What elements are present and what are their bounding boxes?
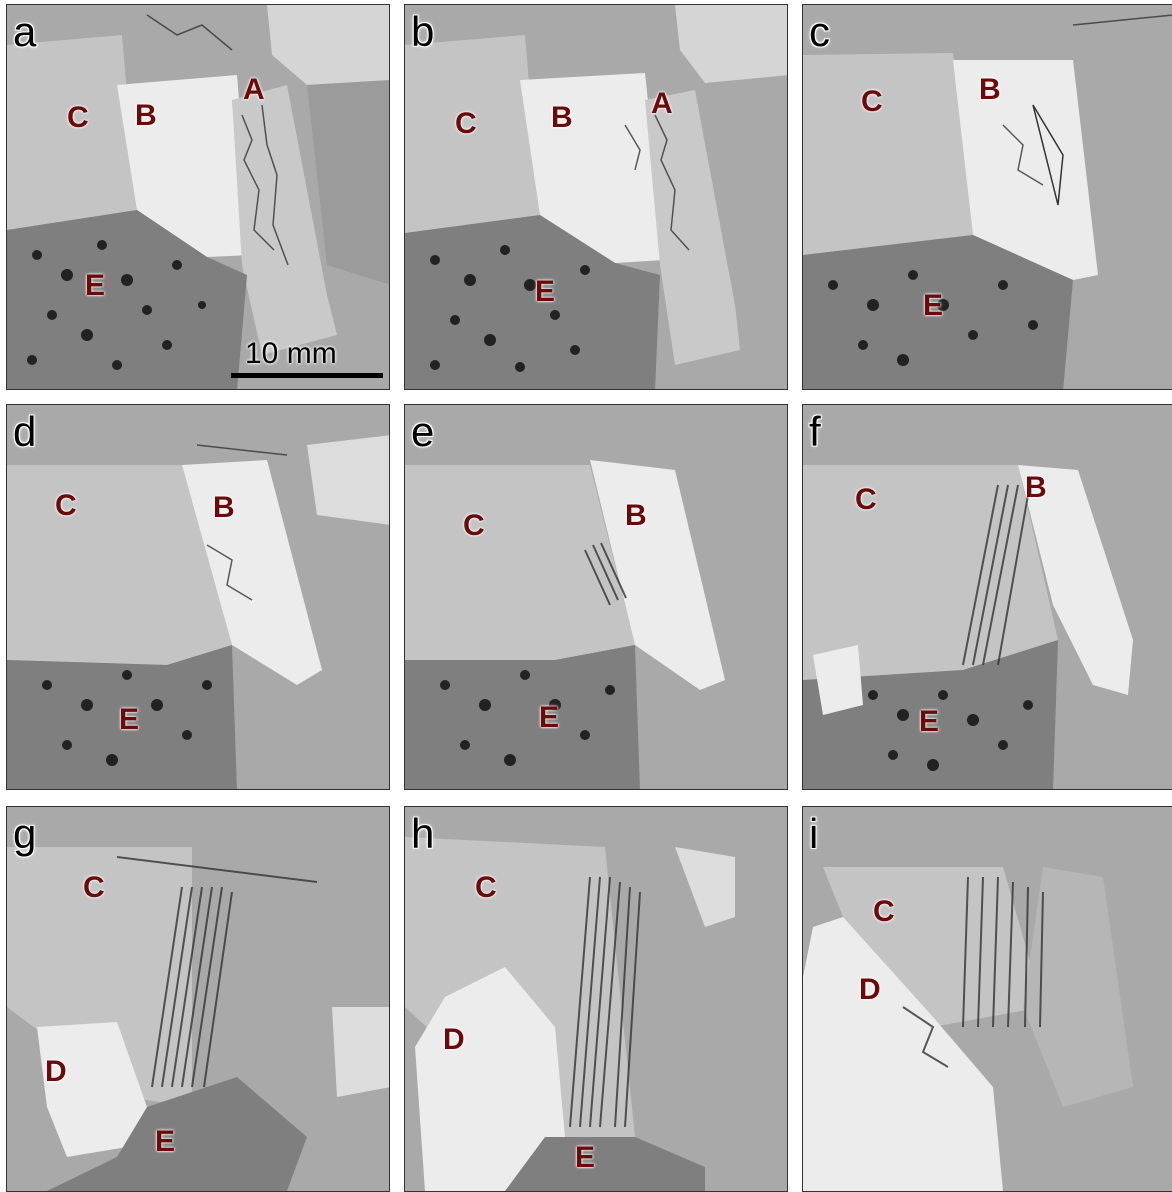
panel-h-image (405, 807, 787, 1191)
panel-f: f B C E (802, 404, 1172, 790)
scale-bar (231, 373, 383, 378)
grain-label-a: A (651, 87, 673, 120)
panel-g-image (7, 807, 389, 1191)
panel-i-image (803, 807, 1172, 1191)
panel-letter: e (411, 408, 435, 455)
panel-i: i C D (802, 806, 1172, 1192)
panel-g: g C D E (6, 806, 390, 1192)
grain-label-e: E (575, 1141, 596, 1174)
grain-label-e: E (119, 703, 140, 736)
grain-label-e: E (85, 269, 106, 302)
panel-letter: g (13, 810, 37, 857)
grain-label-d: D (443, 1023, 465, 1056)
grain-label-c: C (83, 871, 105, 904)
grain-label-a: A (243, 73, 265, 106)
panel-d-image (7, 405, 389, 789)
panel-letter: h (411, 810, 435, 857)
grain-label-b: B (135, 99, 157, 132)
grain-label-b: B (213, 491, 235, 524)
panel-letter: a (13, 8, 37, 55)
panel-h: h C D E (404, 806, 788, 1192)
grain-label-c: C (55, 489, 77, 522)
grain-label-c: C (67, 101, 89, 134)
panel-b: b A B C E (404, 4, 788, 390)
scale-bar-label: 10 mm (245, 337, 337, 370)
panel-c-image (803, 5, 1172, 389)
panel-e: e B C E (404, 404, 788, 790)
panel-letter: b (411, 8, 435, 55)
grain-label-c: C (475, 871, 497, 904)
grain-label-b: B (1025, 471, 1047, 504)
grain-label-d: D (45, 1055, 67, 1088)
grain-label-e: E (155, 1125, 176, 1158)
grain-label-e: E (919, 705, 940, 738)
panel-a-image (7, 5, 389, 389)
grain-label-e: E (923, 289, 944, 322)
panel-c: c B C E (802, 4, 1172, 390)
panel-a: a A B C E 10 mm (6, 4, 390, 390)
grain-label-c: C (455, 107, 477, 140)
grain-label-c: C (463, 509, 485, 542)
panel-e-image (405, 405, 787, 789)
grain-label-c: C (855, 483, 877, 516)
panel-letter: i (809, 810, 819, 857)
panel-letter: f (809, 408, 821, 455)
grain-label-b: B (625, 499, 647, 532)
grain-label-e: E (539, 701, 560, 734)
grain-label-e: E (535, 275, 556, 308)
grain-label-c: C (861, 85, 883, 118)
grain-label-d: D (859, 973, 881, 1006)
panel-b-image (405, 5, 787, 389)
grain-label-b: B (551, 101, 573, 134)
panel-letter: c (809, 8, 830, 55)
grain-label-b: B (979, 73, 1001, 106)
grain-label-c: C (873, 895, 895, 928)
panel-letter: d (13, 408, 37, 455)
panel-f-image (803, 405, 1172, 789)
panel-d: d B C E (6, 404, 390, 790)
